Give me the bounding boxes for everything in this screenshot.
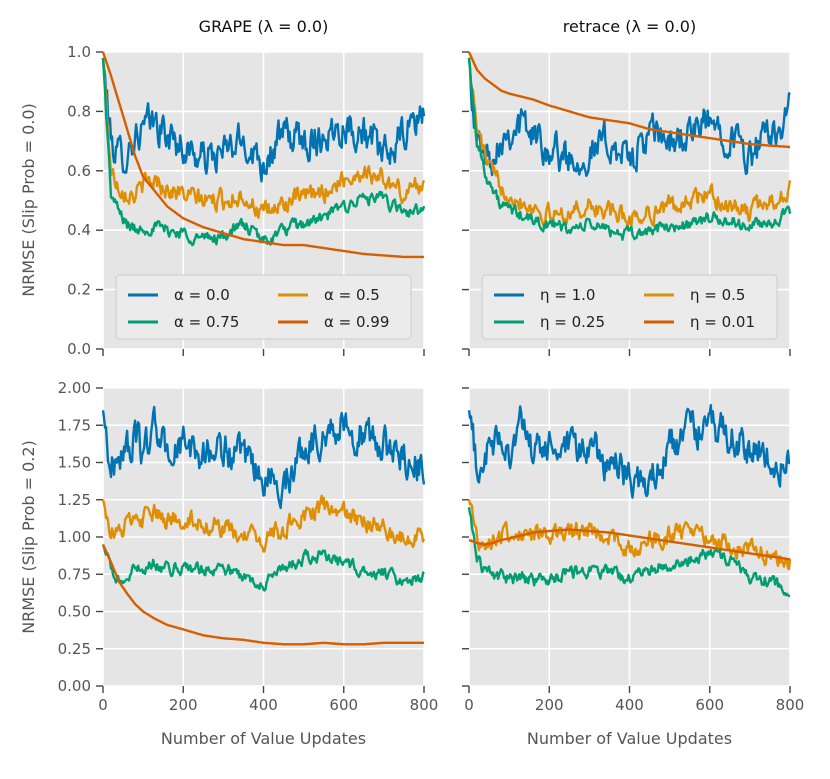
series-line-green: [101, 57, 426, 247]
y-tick-label: 0.25: [58, 640, 91, 658]
series-line-vermillion: [101, 544, 425, 646]
y-tick-label: 1.50: [58, 454, 91, 472]
series-line-orange: [101, 57, 426, 220]
series-line-vermillion: [101, 51, 425, 259]
y-tick-label: 0.2: [67, 281, 91, 299]
y-tick-label: 0.50: [58, 603, 91, 621]
y-tick-label: 0.75: [58, 565, 91, 583]
x-tick-label: 400: [615, 696, 644, 714]
series-line-vermillion: [467, 51, 791, 149]
row-label-bottom: NRMSE (Slip Prob = 0.2): [19, 440, 38, 634]
panel-title: retrace (λ = 0.0): [563, 17, 696, 36]
y-tick-label: 0.6: [67, 162, 91, 180]
series-line-orange: [101, 494, 426, 553]
series-line-blue: [101, 405, 426, 510]
legend-frame: [481, 274, 778, 340]
panel-title: GRAPE (λ = 0.0): [199, 17, 329, 36]
x-tick-label: 0: [98, 696, 108, 714]
legend: η = 1.0 η = 0.5 η = 0.25 η = 0.01: [481, 274, 778, 340]
x-tick-label: 200: [169, 696, 198, 714]
legend-label: η = 0.25: [540, 313, 605, 331]
panel-4: 0 200 400 600 800 Number of Value Updates: [462, 387, 805, 748]
x-tick-label: 800: [776, 696, 805, 714]
legend-label: η = 0.01: [690, 313, 755, 331]
x-axis-label: Number of Value Updates: [527, 729, 732, 748]
panel-3: 0 200 400 600 800 0.00 0.25 0.50 0.75 1.00 1.25 1.5…: [58, 379, 439, 748]
y-tick-label: 0.0: [67, 340, 91, 358]
y-tick-label: 1.00: [58, 528, 91, 546]
series-line-orange: [467, 499, 792, 571]
legend-label: η = 0.5: [690, 286, 745, 304]
legend-label: α = 0.75: [174, 313, 239, 331]
x-tick-label: 800: [410, 696, 439, 714]
panel-2: retrace (λ = 0.0)η = 1.0 η = 0.5η = 0.25 η…: [462, 17, 792, 356]
legend-frame: [115, 274, 412, 340]
legend: α = 0.0 α = 0.5 α = 0.75 α = 0.99: [115, 274, 412, 340]
panels: 0.0 0.2 0.4 0.6 0.8 1.0 GRAPE (λ = 0.0) α = 0.0…: [58, 17, 805, 748]
x-tick-label: 600: [329, 696, 358, 714]
x-tick-label: 200: [535, 696, 564, 714]
x-tick-label: 0: [464, 696, 474, 714]
row-label-top: NRMSE (Slip Prob = 0.0): [19, 103, 38, 297]
y-tick-label: 1.25: [58, 491, 91, 509]
series-line-blue: [467, 403, 791, 499]
series-line-orange: [467, 57, 792, 228]
x-axis-label: Number of Value Updates: [161, 729, 366, 748]
series-line-blue: [101, 57, 426, 183]
y-tick-label: 0.8: [67, 102, 91, 120]
legend-label: η = 1.0: [540, 286, 595, 304]
series-line-blue: [467, 57, 791, 178]
legend-label: α = 0.0: [174, 286, 230, 304]
y-tick-label: 1.0: [67, 43, 91, 61]
y-tick-label: 2.00: [58, 379, 91, 397]
y-tick-label: 0.4: [67, 221, 91, 239]
legend-label: α = 0.5: [324, 286, 380, 304]
y-tick-label: 0.00: [58, 677, 91, 695]
series-line-green: [467, 57, 792, 241]
legend-label: α = 0.99: [324, 313, 389, 331]
series-line-vermillion: [468, 528, 791, 561]
series-line-green: [101, 544, 425, 592]
x-tick-label: 600: [695, 696, 724, 714]
panel-1: 0.0 0.2 0.4 0.6 0.8 1.0 GRAPE (λ = 0.0) α = 0.0…: [67, 17, 426, 358]
y-tick-label: 1.75: [58, 416, 91, 434]
series-line-green: [467, 507, 791, 598]
x-tick-label: 400: [249, 696, 278, 714]
